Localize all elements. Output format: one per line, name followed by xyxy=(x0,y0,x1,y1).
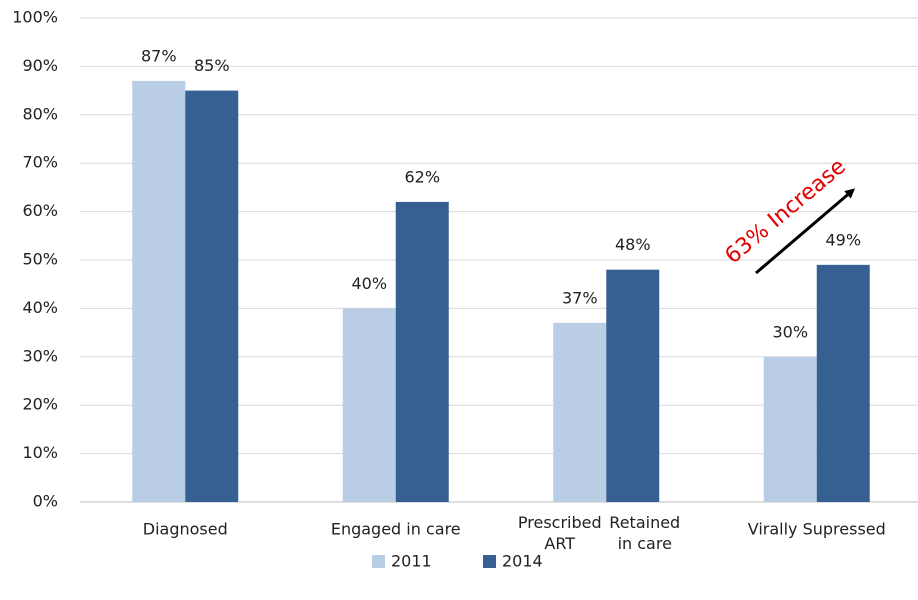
legend-label: 2011 xyxy=(391,552,432,571)
value-label: 85% xyxy=(194,56,230,75)
bar xyxy=(816,264,870,502)
x-tick-label: Retained in care xyxy=(609,513,680,553)
y-tick-label: 90% xyxy=(22,56,58,75)
x-tick-label: Virally Supressed xyxy=(748,520,886,539)
legend-swatch xyxy=(483,555,496,568)
legend-label: 2014 xyxy=(502,552,543,571)
y-tick-label: 30% xyxy=(22,346,58,365)
value-label: 37% xyxy=(562,288,598,307)
value-label: 48% xyxy=(615,235,651,254)
y-tick-label: 60% xyxy=(22,201,58,220)
y-tick-label: 40% xyxy=(22,298,58,317)
y-tick-label: 0% xyxy=(33,492,58,511)
y-tick-label: 10% xyxy=(22,443,58,462)
y-tick-label: 70% xyxy=(22,153,58,172)
value-label: 30% xyxy=(772,322,808,341)
legend-swatch xyxy=(372,555,385,568)
x-tick-label: Engaged in care xyxy=(331,520,461,539)
value-label: 49% xyxy=(825,230,861,249)
bar xyxy=(606,269,660,502)
x-tick-label: Prescribed ART xyxy=(518,513,602,553)
bar xyxy=(185,90,239,502)
value-label: 40% xyxy=(351,274,387,293)
y-tick-label: 100% xyxy=(12,8,58,27)
value-label: 62% xyxy=(404,167,440,186)
bar xyxy=(553,322,607,502)
y-tick-label: 50% xyxy=(22,250,58,269)
y-tick-label: 80% xyxy=(22,104,58,123)
x-tick-label: Diagnosed xyxy=(143,520,228,539)
bar xyxy=(395,201,449,503)
value-label: 87% xyxy=(141,46,177,65)
bar xyxy=(763,356,817,502)
y-tick-label: 20% xyxy=(22,395,58,414)
increase-arrow xyxy=(755,188,856,275)
bar xyxy=(342,308,396,502)
bar xyxy=(132,80,186,503)
